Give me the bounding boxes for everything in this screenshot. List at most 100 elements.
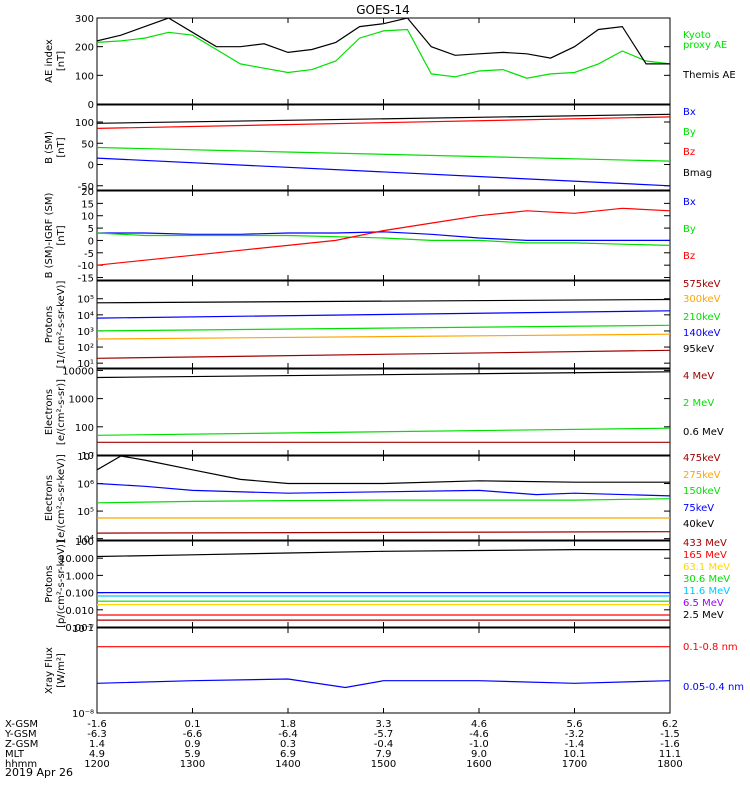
y-tick-label: 10⁷ [77, 452, 94, 463]
ephemeris-value: 1700 [562, 759, 587, 770]
ephemeris-value: 4.9 [89, 749, 105, 760]
ephemeris-value: 11.1 [659, 749, 681, 760]
legend-entry: 475keV [683, 453, 721, 464]
legend-entry: 11.6 MeV [683, 586, 730, 597]
legend-entry: 63.1 MeV [683, 562, 730, 573]
ephemeris-value: 6.2 [662, 719, 678, 730]
series-line-by [97, 232, 670, 246]
legend-entry: By [683, 127, 696, 138]
ephemeris-value: 1600 [466, 759, 491, 770]
legend-entry: 433 MeV [683, 538, 727, 549]
legend-entry: Bmag [683, 168, 712, 179]
legend-entry: 0.1-0.8 nm [683, 642, 738, 653]
y-tick-label: 10¹ [77, 359, 94, 370]
y-tick-label: 10² [77, 343, 94, 354]
ephemeris-row-label: Z-GSM [5, 739, 38, 750]
y-axis-unit: [1/(cm²-s-sr-keV)] [56, 281, 67, 369]
legend-entry: 275keV [683, 470, 721, 481]
ephemeris-row-label: Y-GSM [4, 729, 37, 740]
y-tick-label: -15 [78, 274, 94, 285]
series-line-95kev [97, 298, 670, 304]
series-line-bz [97, 207, 670, 266]
y-tick-label: 100 [75, 118, 94, 129]
legend-entry: 0.6 MeV [683, 427, 724, 438]
series-line-575kev [97, 349, 670, 359]
legend-entry: 30.6 MeV [683, 574, 730, 585]
y-tick-label: 100 [75, 71, 94, 82]
y-tick-label: 300 [75, 14, 94, 25]
ephemeris-value: -6.6 [183, 729, 203, 740]
y-axis-unit: [e/(cm²-s-sr)] [56, 379, 67, 445]
y-tick-label: 10⁴ [77, 535, 94, 546]
y-axis-unit: [nT] [56, 225, 67, 245]
panel-6: 10⁴ 10⁵ 10⁶ 10⁷ Electrons [e/(cm²-s-sr-keV)] 4… [44, 452, 721, 546]
y-tick-label: 5 [88, 224, 94, 235]
series-line-bx [97, 231, 670, 241]
y-tick-label: -50 [78, 182, 94, 193]
legend-entry: 150keV [683, 486, 721, 497]
series-line-bx [97, 157, 670, 187]
y-axis-label: Xray Flux [44, 647, 55, 694]
ephemeris-value: 1800 [657, 759, 682, 770]
legend-entry: Kyoto [683, 30, 711, 41]
ephemeris-value: -1.6 [660, 739, 680, 750]
series-line-bmag [97, 113, 670, 124]
ephemeris-value: -0.4 [374, 739, 394, 750]
ephemeris-value: -1.6 [87, 719, 107, 730]
series-line-kyoto-proxy-ae [97, 28, 670, 79]
y-axis-unit: [e/(cm²-s-sr-keV)] [56, 454, 67, 542]
y-axis-label: B (SM) [44, 131, 55, 164]
series-line-0-6-mev [97, 371, 670, 379]
y-tick-label: 100 [75, 537, 94, 548]
y-tick-label: 10⁶ [77, 480, 94, 491]
panel-2: -50 0 50 100 B (SM) [nT] Bx By Bz Bmag [44, 104, 712, 193]
y-tick-label: 15 [81, 199, 94, 210]
y-axis-label: Protons [44, 565, 55, 602]
y-tick-label: 0.100 [65, 589, 94, 600]
y-tick-label: -5 [84, 249, 94, 260]
ephemeris-value: 6.9 [280, 749, 296, 760]
ephemeris-value: 1.4 [89, 739, 105, 750]
ephemeris-value: 0.3 [280, 739, 296, 750]
y-tick-label: 200 [75, 43, 94, 54]
legend-entry: 6.5 MeV [683, 598, 724, 609]
series-line-2-5-mev [97, 548, 670, 558]
legend-entry: 95keV [683, 344, 714, 355]
ephemeris-value: 5.9 [185, 749, 201, 760]
legend-entry: Bz [683, 251, 695, 262]
y-axis-label: Electrons [44, 389, 55, 435]
y-tick-label: 10⁴ [77, 311, 94, 322]
ephemeris-value: -4.6 [469, 729, 489, 740]
series-line-210kev [97, 324, 670, 332]
y-tick-label: 50 [81, 139, 94, 150]
legend-entry: 140keV [683, 328, 721, 339]
y-tick-label: 0 [88, 161, 94, 172]
ephemeris-value: 4.6 [471, 719, 487, 730]
y-axis-unit: [nT] [56, 137, 67, 157]
ephemeris-row-label: hhmm [5, 759, 37, 770]
plot-frame [96, 627, 671, 714]
series-line-0-05-0-4-nm [97, 678, 670, 689]
ephemeris-value: 5.6 [567, 719, 583, 730]
series-line-75kev [97, 482, 670, 497]
y-tick-label: 10³ [77, 327, 94, 338]
series-line-2-mev [97, 427, 670, 436]
series-line-140kev [97, 310, 670, 319]
y-tick-label: 10⁵ [77, 507, 94, 518]
y-axis-label: Protons [44, 306, 55, 343]
ephemeris-value: 0.9 [185, 739, 201, 750]
series-line-150kev [97, 498, 670, 504]
y-tick-label: -10 [78, 261, 94, 272]
chart-title: GOES-14 [356, 3, 410, 17]
ephemeris-value: -1.5 [660, 729, 680, 740]
series-line-40kev [97, 456, 670, 485]
legend-entry: 575keV [683, 279, 721, 290]
y-tick-label: 10⁻⁸ [72, 709, 94, 720]
legend-entry: 2 MeV [683, 398, 714, 409]
ephemeris-value: -5.7 [374, 729, 394, 740]
legend-entry: Bx [683, 107, 696, 118]
y-tick-label: 1.000 [65, 571, 94, 582]
ephemeris-table: X-GSM -1.6 0.1 1.8 3.3 4.6 5.6 6.2 Y-GSM -6.3 -6.6… [4, 719, 683, 770]
